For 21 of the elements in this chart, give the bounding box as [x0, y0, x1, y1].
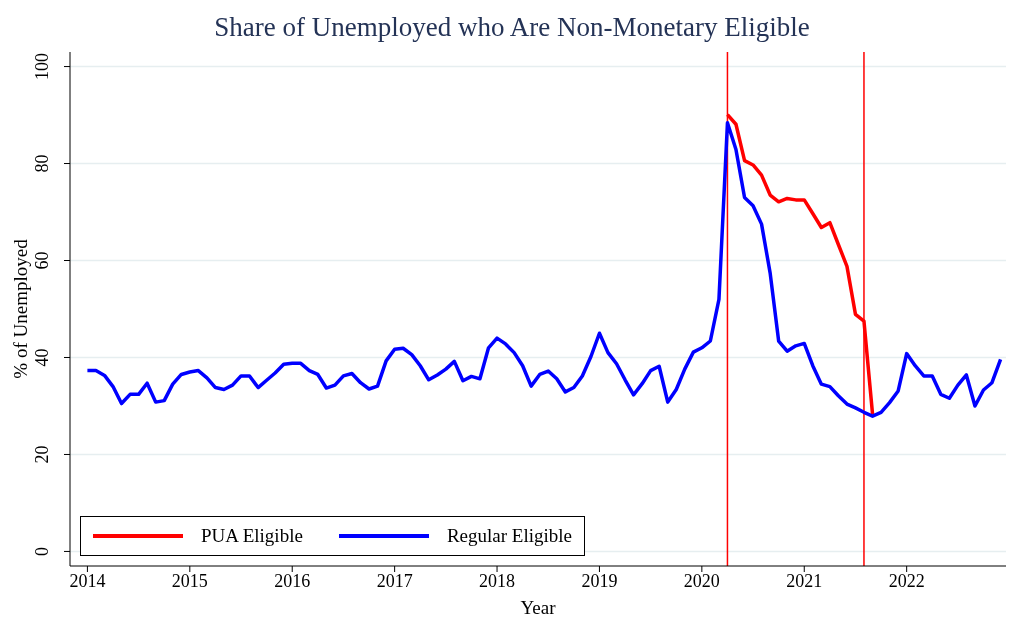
- y-tick-label: 60: [32, 251, 52, 270]
- x-tick-label: 2017: [376, 570, 413, 591]
- x-tick-label: 2015: [171, 570, 208, 591]
- x-tick-label: 2022: [888, 570, 925, 591]
- y-tick-label: 0: [32, 546, 52, 556]
- y-tick-label: 80: [32, 154, 52, 173]
- legend-label: PUA Eligible: [201, 525, 303, 547]
- x-tick-label: 2018: [479, 570, 516, 591]
- legend-label: Regular Eligible: [446, 525, 572, 547]
- x-tick-label: 2014: [69, 570, 106, 591]
- y-tick-label: 100: [32, 53, 52, 81]
- chart-title: Share of Unemployed who Are Non-Monetary Eligible: [213, 12, 811, 43]
- line-series: [85, 121, 1003, 418]
- x-tick-label: 2020: [683, 570, 720, 591]
- x-tick-label: 2019: [581, 570, 618, 591]
- y-tick-label: 20: [32, 445, 52, 464]
- y-tick-label: 40: [32, 348, 52, 367]
- x-tick-label: 2021: [786, 570, 823, 591]
- y-axis-title: % of Unemployed: [9, 238, 31, 379]
- x-tick-label: 2016: [274, 570, 311, 591]
- x-axis-title: Year: [520, 597, 557, 618]
